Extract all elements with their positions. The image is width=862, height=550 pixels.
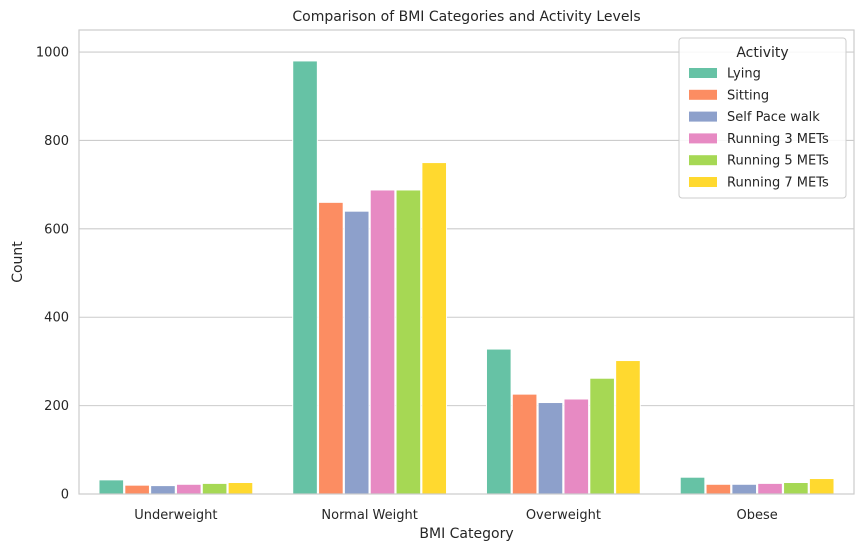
bar-running-7-mets-underweight <box>227 482 254 495</box>
series-sitting <box>124 201 732 495</box>
bar-self-pace-walk-underweight <box>150 485 176 495</box>
bar-sitting-obese <box>705 483 732 495</box>
y-tick-label: 1000 <box>36 46 69 61</box>
x-tick-label-normal-weight: Normal Weight <box>321 508 417 523</box>
x-axis-label: BMI Category <box>419 526 513 542</box>
legend-title: Activity <box>736 45 788 61</box>
bar-lying-normal-weight <box>292 60 318 495</box>
bar-running-3-mets-obese <box>757 482 783 495</box>
bar-lying-overweight <box>485 348 512 495</box>
bar-running-3-mets-normal-weight <box>369 189 396 495</box>
x-tick-label-obese: Obese <box>736 508 777 523</box>
bar-running-7-mets-overweight <box>615 360 641 495</box>
legend-items: Lying Sitting Self Pace walk Running 3 METs… <box>689 67 829 191</box>
bar-running-5-mets-underweight <box>201 482 228 495</box>
legend-swatch <box>689 133 717 144</box>
y-tick-label: 200 <box>44 399 69 414</box>
legend-item-self-pace-walk: Self Pace walk <box>689 110 820 125</box>
legend-item-running-7-mets: Running 7 METs <box>689 176 829 191</box>
bar-lying-obese <box>679 476 706 495</box>
legend-label: Lying <box>727 67 761 82</box>
bar-sitting-overweight <box>511 393 538 495</box>
series-running-5-mets <box>201 189 809 495</box>
legend-item-lying: Lying <box>689 67 761 82</box>
bar-running-3-mets-overweight <box>563 398 590 495</box>
legend-label: Running 3 METs <box>727 132 829 147</box>
x-tick-label-underweight: Underweight <box>134 508 217 523</box>
legend-item-running-5-mets: Running 5 METs <box>689 154 829 169</box>
bar-running-5-mets-overweight <box>589 377 615 495</box>
chart-title: Comparison of BMI Categories and Activit… <box>292 9 640 25</box>
legend-label: Running 5 METs <box>727 154 829 169</box>
legend-swatch <box>689 111 717 122</box>
plot-frame <box>78 29 855 495</box>
legend-label: Self Pace walk <box>727 110 820 125</box>
legend-box <box>678 37 847 199</box>
bar-running-7-mets-obese <box>808 478 835 495</box>
bar-lying-underweight <box>98 479 125 495</box>
series-lying <box>98 60 706 495</box>
x-tick-labels: Underweight Normal Weight Overweight Obese <box>134 508 777 523</box>
bar-running-7-mets-normal-weight <box>421 162 448 495</box>
y-axis-label: Count <box>10 241 26 283</box>
bar-running-5-mets-normal-weight <box>395 189 422 495</box>
y-tick-label: 0 <box>61 488 69 503</box>
y-tick-labels: 0 200 400 600 800 1000 <box>36 46 69 503</box>
bar-self-pace-walk-overweight <box>537 402 564 495</box>
legend-label: Running 7 METs <box>727 176 829 191</box>
series-self-pace-walk <box>150 210 758 495</box>
legend-item-running-3-mets: Running 3 METs <box>689 132 829 147</box>
legend-swatch <box>689 68 717 78</box>
legend: Activity Lying Sitting Self Pace walk Runni… <box>678 37 847 199</box>
x-tick-label-overweight: Overweight <box>526 508 601 523</box>
bar-sitting-normal-weight <box>318 201 344 495</box>
bar-running-5-mets-obese <box>783 482 809 495</box>
legend-swatch <box>689 177 717 187</box>
bar-self-pace-walk-normal-weight <box>343 210 370 495</box>
legend-swatch <box>689 155 717 166</box>
y-tick-label: 800 <box>44 134 69 149</box>
series-running-3-mets <box>175 189 783 495</box>
legend-label: Sitting <box>727 88 769 103</box>
bars <box>98 60 835 495</box>
y-tick-label: 400 <box>44 311 69 326</box>
y-tick-label: 600 <box>44 222 69 237</box>
legend-item-sitting: Sitting <box>689 88 769 103</box>
bar-running-3-mets-underweight <box>175 483 202 495</box>
bar-self-pace-walk-obese <box>731 483 758 495</box>
legend-swatch <box>689 89 717 100</box>
bar-sitting-underweight <box>124 484 150 495</box>
